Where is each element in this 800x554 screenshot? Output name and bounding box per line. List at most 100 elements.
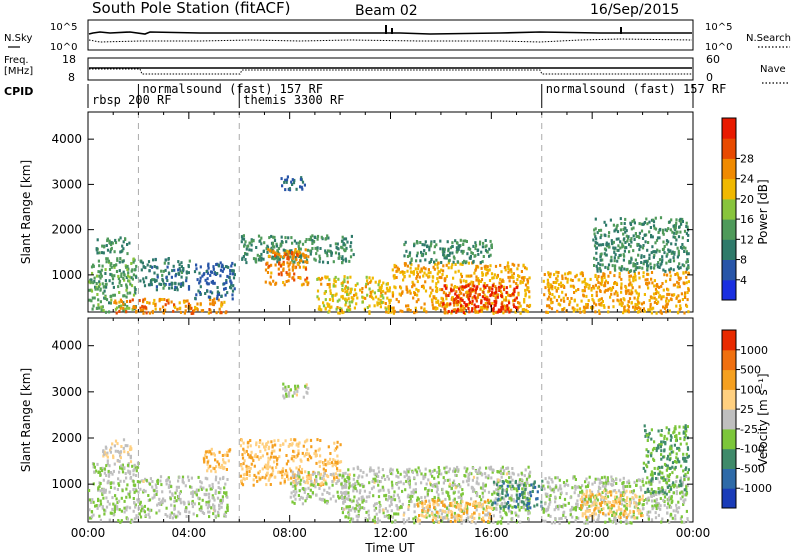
velocity-cell [267, 445, 271, 449]
velocity-cell [466, 512, 469, 516]
velocity-cell [151, 485, 154, 489]
velocity-cell [147, 494, 150, 497]
velocity-cell [294, 438, 297, 442]
velocity-cell [311, 472, 315, 476]
power-cell [271, 244, 274, 248]
velocity-cell [507, 504, 510, 508]
power-cell [648, 253, 651, 257]
power-cell [676, 273, 680, 277]
velocity-cell [119, 450, 123, 454]
power-cell [346, 280, 349, 284]
power-cell [260, 252, 263, 256]
power-cell [460, 304, 463, 308]
power-cell [452, 301, 455, 305]
power-cell [255, 246, 258, 249]
power-cell [116, 258, 119, 262]
power-cell [340, 295, 343, 299]
velocity-cell [132, 483, 135, 487]
power-cell [482, 303, 485, 307]
power-cell [112, 285, 115, 289]
power-cell [109, 250, 112, 254]
power-cell [569, 271, 572, 275]
power-cell [139, 279, 142, 283]
power-cell [488, 289, 491, 292]
power-cell [298, 261, 301, 264]
velocity-cell [175, 489, 178, 493]
power-cell [155, 279, 158, 283]
power-cell [220, 301, 223, 305]
velocity-cell [162, 497, 165, 501]
velocity-cell [278, 448, 281, 452]
power-cell [666, 302, 669, 306]
velocity-cell [206, 469, 209, 473]
power-cell [93, 296, 96, 300]
velocity-cell [483, 489, 486, 493]
power-cell [639, 307, 642, 311]
velocity-cell [433, 496, 436, 500]
power-cell [139, 308, 142, 312]
velocity-cell [303, 480, 306, 484]
power-cell [682, 281, 685, 285]
velocity-cell [173, 504, 176, 508]
velocity-cell [119, 466, 122, 469]
power-cell [480, 278, 484, 282]
velocity-cell [457, 495, 460, 499]
power-cell [153, 265, 156, 268]
power-cell [280, 240, 283, 244]
velocity-cell [352, 499, 355, 503]
power-cell [458, 309, 461, 313]
power-cell [661, 231, 665, 235]
power-cell [467, 297, 471, 301]
velocity-cell [92, 462, 95, 466]
velocity-cell [304, 481, 307, 485]
power-cell [635, 291, 638, 295]
power-cell [294, 255, 297, 259]
power-cell [510, 268, 513, 272]
velocity-cell [340, 496, 344, 500]
velocity-cell [316, 482, 320, 486]
power-cell [346, 276, 349, 280]
velocity-cell [463, 466, 466, 470]
velocity-cell [443, 479, 446, 482]
velocity-cell [394, 512, 397, 516]
velocity-cell [501, 480, 504, 483]
velocity-cell [270, 455, 273, 459]
velocity-cell [628, 481, 631, 485]
power-cell [112, 264, 115, 268]
velocity-cell [123, 479, 126, 483]
velocity-cell [115, 497, 118, 501]
power-cell [653, 300, 656, 304]
power-cell [333, 278, 336, 282]
power-cell [671, 250, 674, 254]
power-cell [118, 291, 121, 294]
power-cell [629, 239, 632, 242]
power-cell [223, 282, 226, 286]
power-cell [474, 254, 477, 258]
velocity-cell [114, 439, 118, 443]
velocity-cell [489, 467, 492, 471]
power-cell [547, 288, 550, 292]
velocity-cell [133, 468, 136, 472]
power-cell [647, 286, 650, 290]
velocity-cell [524, 481, 527, 485]
velocity-cell [438, 472, 441, 476]
power-cell [346, 293, 349, 296]
power-cell [504, 309, 507, 313]
power-cell [276, 260, 279, 264]
velocity-cell [393, 512, 396, 516]
velocity-cell [516, 496, 519, 500]
velocity-cell [501, 490, 504, 494]
velocity-cell [536, 490, 539, 494]
power-cell [167, 301, 170, 305]
power-cell [457, 247, 460, 251]
power-cell [548, 295, 551, 299]
power-cell [292, 276, 295, 280]
power-cell [419, 241, 422, 244]
power-cell [610, 255, 613, 259]
velocity-cell [133, 490, 136, 494]
velocity-cell [97, 471, 100, 474]
power-cell [170, 286, 173, 290]
velocity-cell [373, 519, 376, 523]
power-cell [629, 274, 633, 278]
velocity-cell [299, 482, 302, 486]
